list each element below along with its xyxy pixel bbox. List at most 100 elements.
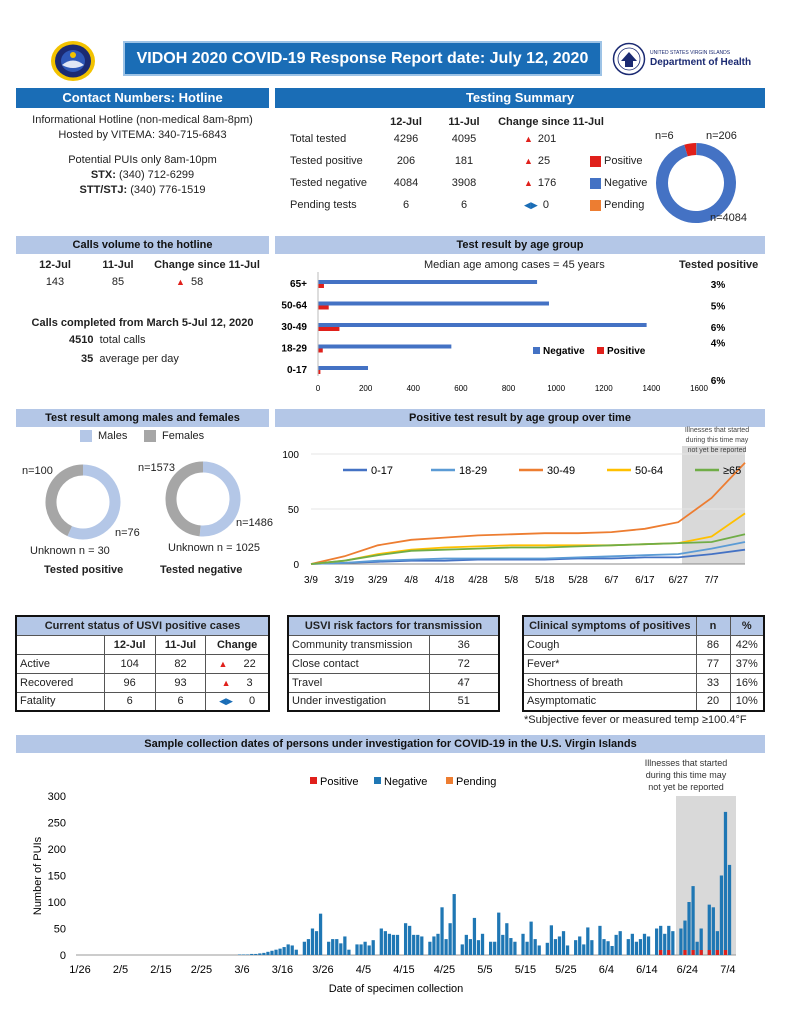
collection-bar-negative <box>618 931 622 955</box>
status-row: Active 104 82 ▲ 22 <box>15 653 270 674</box>
calls-avg-text: average per day <box>99 353 179 365</box>
age-bar-negative <box>318 344 452 349</box>
collection-bar-negative <box>395 934 400 955</box>
risk-label: Community transmission <box>287 634 430 655</box>
legend-females <box>144 430 156 442</box>
risk-row: Close contact 72 <box>287 653 500 674</box>
collection-bar-negative <box>679 928 683 955</box>
collection-bar-negative <box>687 902 691 955</box>
collection-bar-negative <box>452 894 456 955</box>
collection-bar-negative <box>582 944 586 955</box>
collection-bar-negative <box>327 941 331 955</box>
risk-table: USVI risk factors for transmission Commu… <box>287 615 500 712</box>
testing-donut-chart <box>656 143 736 223</box>
status-cell-change: ◀▶ 0 <box>205 691 270 712</box>
doh-small-text: UNITED STATES VIRGIN ISLANDS <box>650 50 731 56</box>
collection-xtick-label: 5/5 <box>477 964 492 976</box>
symptom-row: Shortness of breath 33 16% <box>522 672 765 693</box>
symptoms-col-pct: % <box>729 615 765 636</box>
collection-legend-label: Negative <box>384 776 427 788</box>
trend-xtick-label: 3/9 <box>304 575 318 586</box>
symptoms-col-n: n <box>695 615 731 636</box>
collection-bar-negative <box>274 949 278 955</box>
legend-swatch-pending <box>590 200 601 211</box>
collection-bar-negative <box>237 954 242 955</box>
age-legend-negative-swatch <box>533 347 540 354</box>
trend-legend-label: 18-29 <box>459 465 487 477</box>
testing-row-change: ◀▶ 0 <box>524 199 549 211</box>
calls-yesterday: 85 <box>111 276 125 288</box>
doh-seal-icon <box>612 42 646 76</box>
collection-xtick-label: 4/15 <box>393 964 414 976</box>
collection-ylabel: Number of PUIs <box>32 836 44 915</box>
collection-header: Sample collection dates of persons under… <box>16 735 765 753</box>
testing-col3: Change since 11-Jul <box>498 116 604 128</box>
legend-label-negative: Negative <box>604 177 648 189</box>
collection-ytick-label: 300 <box>48 791 66 803</box>
testing-row-yesterday: 6 <box>460 199 468 211</box>
collection-bar-negative <box>699 928 703 955</box>
trend-legend-label: 50-64 <box>635 465 663 477</box>
trend-note-1: Illnesses that started <box>684 427 750 434</box>
collection-bar-positive <box>659 950 663 955</box>
risk-value: 47 <box>428 672 500 693</box>
collection-bar-negative <box>343 936 347 955</box>
collection-bar-negative <box>379 928 383 955</box>
collection-bar-negative <box>444 939 448 955</box>
collection-bar-positive <box>691 950 695 955</box>
collection-bar-negative <box>403 923 408 955</box>
collection-bar-negative <box>497 912 501 955</box>
collection-xtick-label: 5/15 <box>515 964 536 976</box>
symptom-n: 20 <box>695 691 731 712</box>
age-xtick-label: 200 <box>359 384 373 393</box>
collection-bar-positive <box>667 950 671 955</box>
age-header: Test result by age group <box>275 236 765 254</box>
trend-xtick-label: 4/28 <box>468 575 488 586</box>
calls-change: ▲ 58 <box>176 276 203 288</box>
age-tested-positive-pct: 6% <box>711 376 726 387</box>
risk-label: Close contact <box>287 653 430 674</box>
calls-average: 35 average per day <box>81 353 179 365</box>
collection-xtick-label: 2/25 <box>191 964 212 976</box>
up-arrow-icon: ▲ <box>176 277 185 287</box>
symptom-label: Fever* <box>522 653 697 674</box>
symptom-pct: 37% <box>729 653 765 674</box>
collection-bar-negative <box>642 933 647 955</box>
trend-note-3: not yet be reported <box>687 447 747 454</box>
trend-series-line-2 <box>310 462 746 565</box>
collection-bar-negative <box>440 907 444 955</box>
trend-series-line-1 <box>310 541 746 565</box>
trend-xtick-label: 5/8 <box>504 575 518 586</box>
testing-row-label: Tested negative <box>290 177 368 189</box>
testing-row-change: ▲ 201 <box>524 133 556 145</box>
age-category-label: 0-17 <box>287 365 307 376</box>
collection-bar-negative <box>557 936 562 955</box>
testing-row-change: ▲ 176 <box>524 177 556 189</box>
testing-row-today: 4084 <box>393 177 419 189</box>
collection-bar-chart: 0 50 100 150 200 250 300 1/26 2/5 2/15 2/25 3/6 3/16… <box>32 776 736 995</box>
collection-xtick-label: 2/5 <box>113 964 128 976</box>
collection-bar-negative <box>553 939 558 955</box>
collection-legend-swatch <box>446 777 453 784</box>
collection-xtick-label: 3/6 <box>234 964 249 976</box>
age-tested-positive-pct: 6% <box>711 323 726 334</box>
collection-ytick-label: 150 <box>48 871 66 883</box>
sex-header: Test result among males and females <box>16 409 269 427</box>
risk-label: Under investigation <box>287 691 430 712</box>
collection-bar-negative <box>282 947 286 955</box>
age-xtick-label: 600 <box>454 384 468 393</box>
collection-bar-negative <box>529 921 533 955</box>
collection-bar-negative <box>387 933 392 955</box>
calls-today: 143 <box>45 276 65 288</box>
status-change-value: 3 <box>246 676 253 689</box>
trend-note: Illnesses that started during this time … <box>672 426 762 456</box>
collection-bar-negative <box>578 936 582 955</box>
collection-bar-negative <box>509 938 513 955</box>
pui-line: Potential PUIs only 8am-10pm <box>68 154 217 166</box>
hotline-line1: Informational Hotline (non-medical 8am-8… <box>32 114 253 126</box>
collection-bar-negative <box>505 923 509 955</box>
collection-bar-negative <box>347 949 351 955</box>
testing-row-yesterday: 3908 <box>451 177 477 189</box>
collection-bar-negative <box>533 939 537 955</box>
age-xtick-label: 1400 <box>642 384 660 393</box>
